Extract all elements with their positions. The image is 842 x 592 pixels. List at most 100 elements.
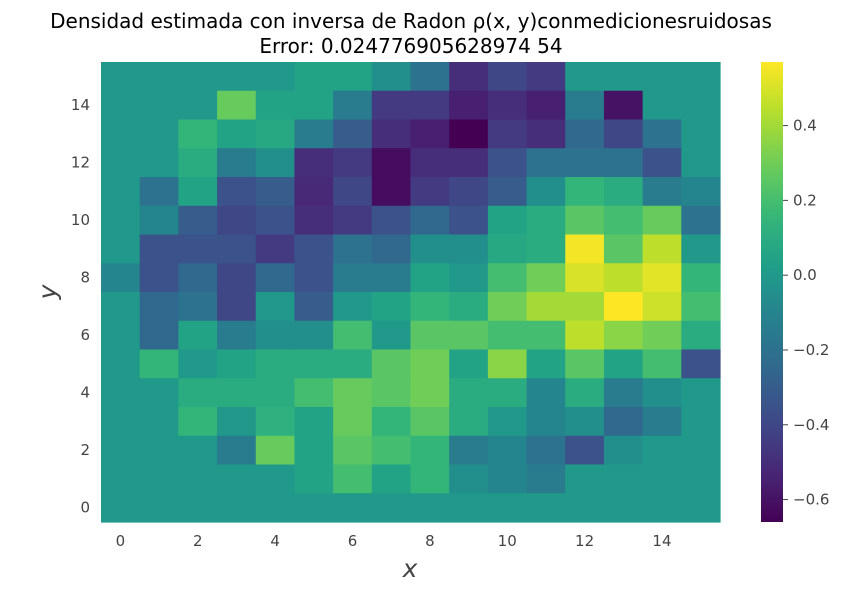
heatmap-cell [255, 177, 296, 207]
heatmap-cell [294, 378, 334, 408]
heatmap-cell [217, 177, 257, 207]
heatmap-cell [565, 119, 605, 149]
heatmap-cell [294, 435, 334, 466]
y-axis-ticks: 0 2 4 6 8 10 12 14 [71, 96, 90, 517]
heatmap-cell [681, 90, 721, 121]
heatmap-cell [217, 62, 257, 92]
x-tick-label: 12 [575, 532, 594, 550]
heatmap-cell [333, 378, 373, 408]
heatmap-cell [565, 234, 605, 264]
heatmap-cell [101, 292, 141, 322]
heatmap-cell [487, 234, 528, 264]
heatmap-cell [294, 119, 334, 149]
heatmap-cell [487, 493, 528, 523]
heatmap-cell [178, 90, 218, 121]
heatmap-cell [178, 148, 218, 178]
heatmap-cell [565, 177, 605, 207]
heatmap-cell [449, 320, 489, 351]
heatmap-cell [294, 349, 334, 379]
heatmap-cell [178, 349, 218, 379]
heatmap-cell [642, 292, 682, 322]
heatmap-cell [681, 177, 721, 207]
heatmap-cell [139, 493, 179, 523]
heatmap-cell [565, 407, 605, 437]
heatmap-cell [449, 119, 489, 149]
heatmap-cell [101, 435, 141, 466]
heatmap-cell [642, 148, 682, 178]
heatmap-cell [101, 407, 141, 437]
heatmap-cell [255, 292, 296, 322]
heatmap-cell [139, 349, 179, 379]
heatmap-cell [333, 148, 373, 178]
heatmap-cell [487, 62, 528, 92]
heatmap-cell [526, 464, 566, 494]
heatmap-cell [139, 119, 179, 149]
heatmap-cell [449, 407, 489, 437]
heatmap-cell [217, 148, 257, 178]
heatmap-cell [333, 119, 373, 149]
heatmap-cell [410, 435, 450, 466]
heatmap-cell [139, 148, 179, 178]
heatmap-cell [371, 177, 412, 207]
heatmap-cell [139, 62, 179, 92]
heatmap-cell [333, 234, 373, 264]
heatmap-cell [681, 407, 721, 437]
heatmap-cell [139, 378, 179, 408]
heatmap-cell [526, 435, 566, 466]
heatmap-cell [294, 464, 334, 494]
heatmap-cell [101, 464, 141, 494]
colorbar-tick-label: 0.2 [793, 191, 817, 209]
heatmap-cell [603, 349, 644, 379]
heatmap-cell [449, 292, 489, 322]
heatmap-cell [410, 177, 450, 207]
heatmap-cell [410, 90, 450, 121]
heatmap-cell [449, 62, 489, 92]
heatmap-cell [101, 90, 141, 121]
heatmap-cell [255, 62, 296, 92]
heatmap-cell [294, 234, 334, 264]
heatmap-cell [449, 493, 489, 523]
heatmap-cell [681, 435, 721, 466]
heatmap-cell [565, 320, 605, 351]
heatmap-cell [217, 407, 257, 437]
heatmap-cell [217, 119, 257, 149]
heatmap-cell [565, 148, 605, 178]
heatmap-cell [449, 464, 489, 494]
heatmap-cell [294, 148, 334, 178]
y-tick-label: 0 [80, 499, 90, 517]
heatmap-cell [217, 435, 257, 466]
heatmap-cell [333, 407, 373, 437]
heatmap-cell [642, 205, 682, 236]
heatmap-cell [565, 205, 605, 236]
heatmap-cell [371, 119, 412, 149]
heatmap-cell [565, 493, 605, 523]
heatmap-cell [487, 464, 528, 494]
heatmap-cell [642, 349, 682, 379]
heatmap-cell [101, 320, 141, 351]
heatmap-cell [487, 349, 528, 379]
heatmap-cell [217, 378, 257, 408]
heatmap-cell [603, 464, 644, 494]
heatmap-cell [139, 435, 179, 466]
heatmap-cell [255, 119, 296, 149]
heatmap-cell [526, 349, 566, 379]
heatmap-cell [371, 263, 412, 293]
heatmap-cell [101, 177, 141, 207]
heatmap-cell [487, 378, 528, 408]
heatmap-cell [410, 119, 450, 149]
heatmap-cell [217, 493, 257, 523]
chart-title-line2: Error: 0.024776905628974 54 [259, 34, 562, 58]
x-tick-label: 6 [348, 532, 358, 550]
heatmap-cell [526, 205, 566, 236]
heatmap-cell [410, 234, 450, 264]
heatmap-cell [333, 464, 373, 494]
heatmap-cell [371, 493, 412, 523]
heatmap-cell [565, 292, 605, 322]
heatmap-cell [526, 119, 566, 149]
heatmap-cell [333, 205, 373, 236]
colorbar-tick-label: −0.2 [793, 341, 829, 359]
heatmap-cell [217, 349, 257, 379]
heatmap-cell [526, 320, 566, 351]
heatmap-cell [371, 62, 412, 92]
heatmap-cell [371, 464, 412, 494]
